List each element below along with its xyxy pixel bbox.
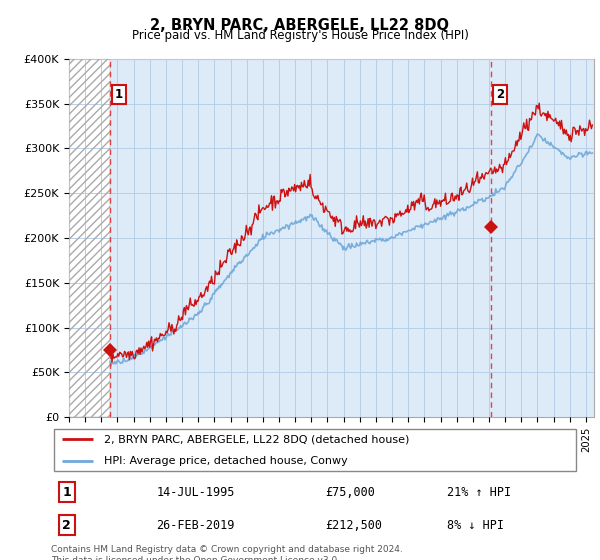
FancyBboxPatch shape bbox=[53, 429, 577, 472]
Bar bbox=[69, 59, 110, 417]
Text: 2: 2 bbox=[62, 519, 71, 532]
Text: 2, BRYN PARC, ABERGELE, LL22 8DQ (detached house): 2, BRYN PARC, ABERGELE, LL22 8DQ (detach… bbox=[104, 434, 409, 444]
Text: Contains HM Land Registry data © Crown copyright and database right 2024.
This d: Contains HM Land Registry data © Crown c… bbox=[51, 545, 403, 560]
Text: £75,000: £75,000 bbox=[326, 486, 376, 498]
Bar bbox=[69, 59, 110, 417]
Text: 1: 1 bbox=[115, 88, 123, 101]
Text: 14-JUL-1995: 14-JUL-1995 bbox=[157, 486, 235, 498]
Text: 21% ↑ HPI: 21% ↑ HPI bbox=[447, 486, 511, 498]
Text: HPI: Average price, detached house, Conwy: HPI: Average price, detached house, Conw… bbox=[104, 456, 347, 466]
Text: £212,500: £212,500 bbox=[326, 519, 383, 532]
Text: 26-FEB-2019: 26-FEB-2019 bbox=[157, 519, 235, 532]
Text: 1: 1 bbox=[62, 486, 71, 498]
Text: 8% ↓ HPI: 8% ↓ HPI bbox=[447, 519, 504, 532]
Text: 2: 2 bbox=[496, 88, 505, 101]
Text: Price paid vs. HM Land Registry's House Price Index (HPI): Price paid vs. HM Land Registry's House … bbox=[131, 29, 469, 42]
Text: 2, BRYN PARC, ABERGELE, LL22 8DQ: 2, BRYN PARC, ABERGELE, LL22 8DQ bbox=[151, 18, 449, 33]
